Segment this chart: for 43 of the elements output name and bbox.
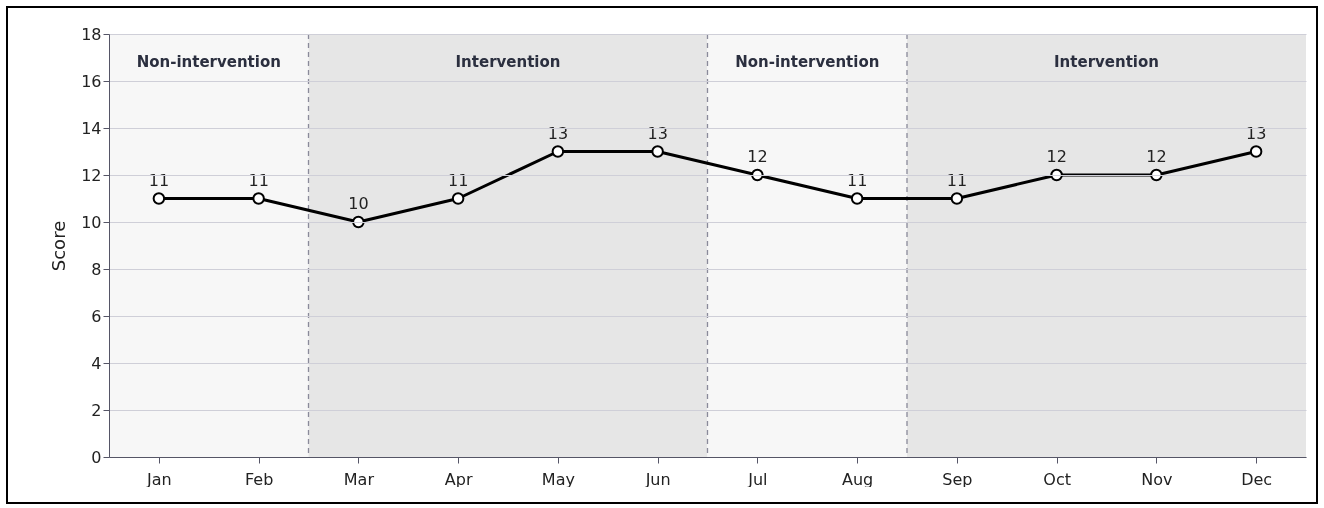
y-tick-label: 12 xyxy=(81,165,102,185)
point xyxy=(352,215,365,229)
data-label: 12 xyxy=(1146,147,1167,166)
x-tick-label: Nov xyxy=(1141,469,1173,489)
y-axis-title: Score xyxy=(48,220,70,272)
x-tick-label: Apr xyxy=(444,469,473,489)
point xyxy=(1249,145,1263,158)
x-tick-label: Aug xyxy=(842,469,874,489)
data-label: 12 xyxy=(747,147,768,166)
band-label: Non-intervention xyxy=(735,53,880,72)
x-tick-label: Jan xyxy=(146,469,172,489)
point xyxy=(850,192,864,205)
y-tick-label: 14 xyxy=(81,118,102,138)
point xyxy=(651,145,664,158)
x-tick-label: Jul xyxy=(747,469,768,489)
y-tick-label: 16 xyxy=(81,71,102,91)
y-tick-label: 4 xyxy=(91,353,102,373)
x-tick-label: May xyxy=(541,469,575,489)
data-label: 12 xyxy=(1046,147,1067,166)
y-tick-label: 10 xyxy=(81,212,102,232)
x-tick-label: Feb xyxy=(244,469,274,489)
point xyxy=(1050,168,1063,182)
band-label: Non-intervention xyxy=(136,53,281,72)
point xyxy=(751,168,764,182)
y-tick-label: 2 xyxy=(91,400,102,420)
point xyxy=(551,145,565,158)
x-tick-label: Dec xyxy=(1241,469,1273,489)
data-label: 10 xyxy=(348,194,369,213)
y-tick-label: 8 xyxy=(91,259,102,279)
y-tick-label: 6 xyxy=(91,306,102,326)
point xyxy=(152,192,166,205)
point xyxy=(451,192,465,205)
x-tick-label: Sep xyxy=(942,469,973,489)
x-tick-label: Mar xyxy=(343,469,375,489)
band-label: Intervention xyxy=(455,53,561,72)
point xyxy=(252,192,265,205)
y-tick-label: 0 xyxy=(91,447,102,467)
point xyxy=(950,192,964,205)
point xyxy=(1150,168,1163,182)
y-tick-label: 18 xyxy=(81,24,102,44)
x-tick-label: Jun xyxy=(644,469,671,489)
x-tick-label: Oct xyxy=(1043,469,1071,489)
band-label: Intervention xyxy=(1054,53,1159,72)
